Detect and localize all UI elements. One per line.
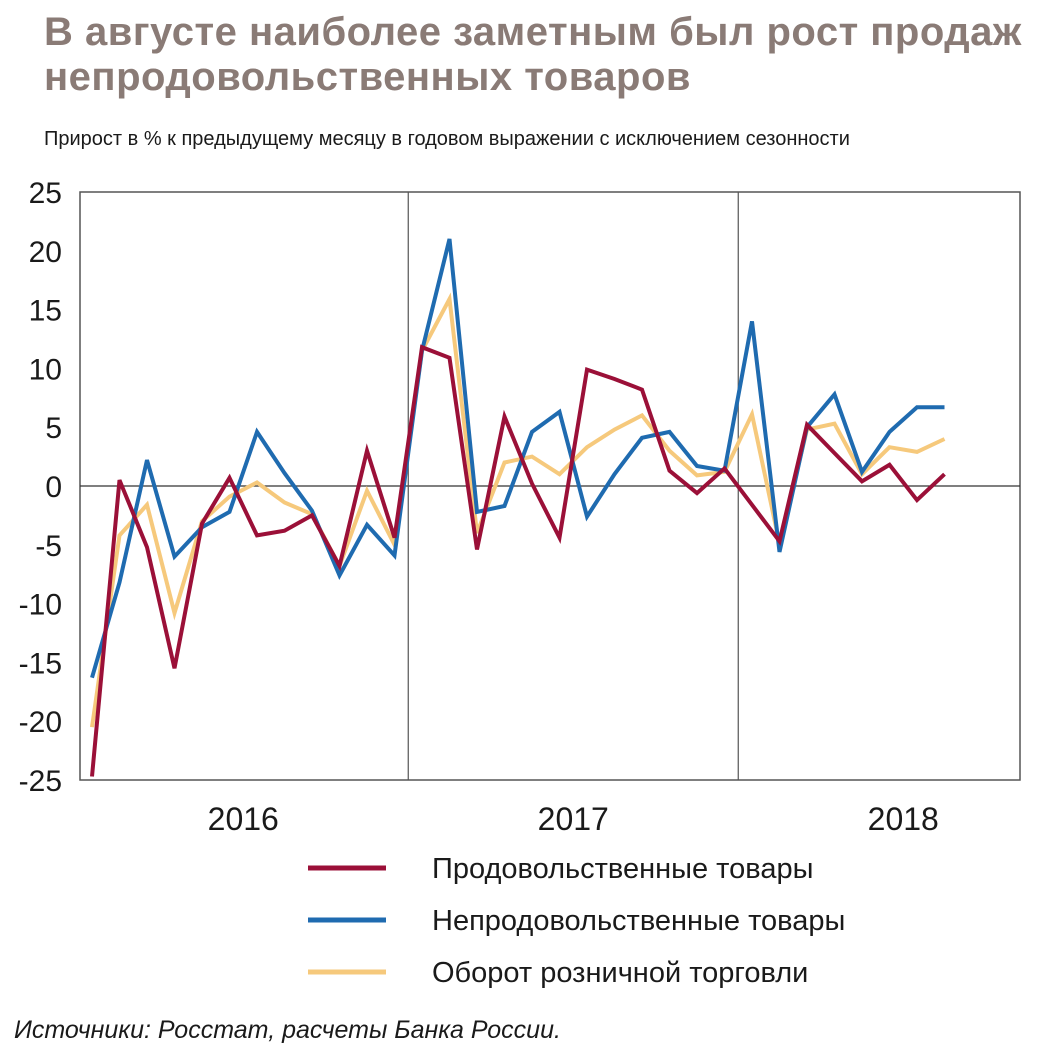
grid-layer xyxy=(80,192,1020,780)
y-tick-label: -25 xyxy=(19,765,62,798)
y-tick-label: 5 xyxy=(45,412,62,445)
y-tick-label: 20 xyxy=(29,236,62,269)
series-line-3 xyxy=(90,292,946,728)
chart-title: В августе наиболее заметным был рост про… xyxy=(44,10,1022,99)
y-tick-label: 25 xyxy=(29,177,62,210)
legend-label: Оборот розничной торговли xyxy=(432,957,808,989)
legend: Продовольственные товары Непродовольствен… xyxy=(308,853,845,989)
legend-label: Непродовольственные товары xyxy=(432,905,845,937)
x-axis: 2016 2017 2018 xyxy=(208,801,939,837)
legend-label: Продовольственные товары xyxy=(432,853,813,885)
chart-subtitle: Прирост в % к предыдущему месяцу в годов… xyxy=(44,128,850,150)
series-line-1 xyxy=(90,344,946,777)
y-tick-label: -20 xyxy=(19,706,62,739)
x-tick-label: 2016 xyxy=(208,801,279,837)
x-tick-label: 2018 xyxy=(868,801,939,837)
source-note: Источники: Росстат, расчеты Банка России… xyxy=(14,1016,561,1044)
y-axis: 25 20 15 10 5 0 -5 -10 -15 -20 -25 xyxy=(19,177,62,798)
y-tick-label: -5 xyxy=(35,530,62,563)
y-tick-label: -10 xyxy=(19,589,62,622)
y-tick-label: 0 xyxy=(45,471,62,504)
series-layer xyxy=(90,238,946,777)
y-tick-label: -15 xyxy=(19,647,62,680)
y-tick-label: 15 xyxy=(29,295,62,328)
x-tick-label: 2017 xyxy=(538,801,609,837)
y-tick-label: 10 xyxy=(29,353,62,386)
